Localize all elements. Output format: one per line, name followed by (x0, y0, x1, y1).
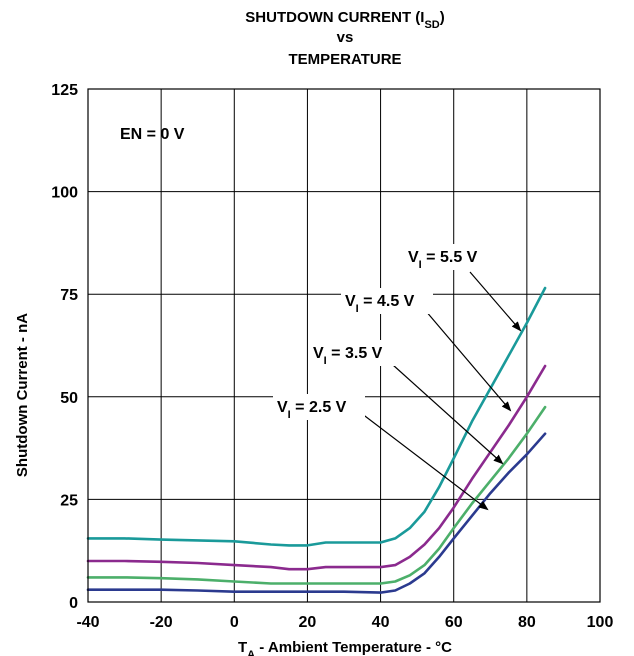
x-tick-label-7: 100 (587, 614, 614, 631)
chart-title-line3: TEMPERATURE (288, 51, 401, 68)
chart-title-line1-sub: SD (424, 19, 439, 31)
x-tick-label-2: 0 (230, 614, 239, 631)
y-tick-labels: 0 25 50 75 100 125 (51, 82, 78, 612)
y-tick-label-0: 0 (69, 595, 78, 612)
series-label-bg-2 (309, 340, 401, 366)
x-tick-label-1: -20 (150, 614, 173, 631)
series-line-3 (86, 432, 547, 594)
series-line-0 (86, 286, 547, 547)
series-label-3: VI = 2.5 V (277, 399, 347, 421)
series-lines (86, 286, 547, 594)
x-axis-label-main: T (238, 639, 247, 656)
series-label-bg-0 (404, 244, 496, 270)
x-axis-label-rest: - Ambient Temperature - °C (255, 639, 452, 656)
plot-frame (87, 88, 601, 603)
x-tick-labels: -40 -20 0 20 40 60 80 100 (76, 614, 613, 631)
series-label-bg-1 (341, 288, 433, 314)
series-label-2: VI = 3.5 V (313, 345, 383, 367)
series-line-2 (86, 405, 547, 585)
y-tick-label-2: 50 (60, 390, 78, 407)
y-axis-label: Shutdown Current - nA (14, 313, 31, 477)
chart-title-line2: vs (337, 29, 354, 46)
y-tick-label-4: 100 (51, 185, 78, 202)
series-arrow-0 (469, 271, 522, 332)
x-tick-label-6: 80 (518, 614, 536, 631)
condition-label: EN = 0 V (120, 126, 185, 143)
y-tick-label-5: 125 (51, 82, 78, 99)
series-arrow-1 (424, 309, 512, 412)
series-line-1 (86, 364, 547, 571)
chart-title-line1: SHUTDOWN CURRENT (ISD) (245, 9, 444, 31)
series-arrow-3 (356, 409, 489, 511)
x-tick-label-4: 40 (372, 614, 390, 631)
series-label-0: VI = 5.5 V (408, 249, 478, 271)
series-arrow-2 (392, 364, 504, 465)
y-tick-label-3: 75 (60, 287, 78, 304)
x-axis-label-sub: A (247, 649, 255, 656)
series-label-bg-3 (273, 394, 365, 420)
x-tick-label-0: -40 (76, 614, 99, 631)
x-tick-label-3: 20 (299, 614, 317, 631)
y-tick-label-1: 25 (60, 492, 78, 509)
series-label-1: VI = 4.5 V (345, 293, 415, 315)
chart-title-line1-end: ) (440, 9, 445, 26)
annotations: VI = 5.5 V VI = 4.5 V VI = 3.5 V VI = 2.5 V (273, 244, 522, 511)
x-axis-label: TA - Ambient Temperature - °C (238, 639, 452, 656)
x-tick-label-5: 60 (445, 614, 463, 631)
chart-title-line1-main: SHUTDOWN CURRENT (I (245, 9, 424, 26)
